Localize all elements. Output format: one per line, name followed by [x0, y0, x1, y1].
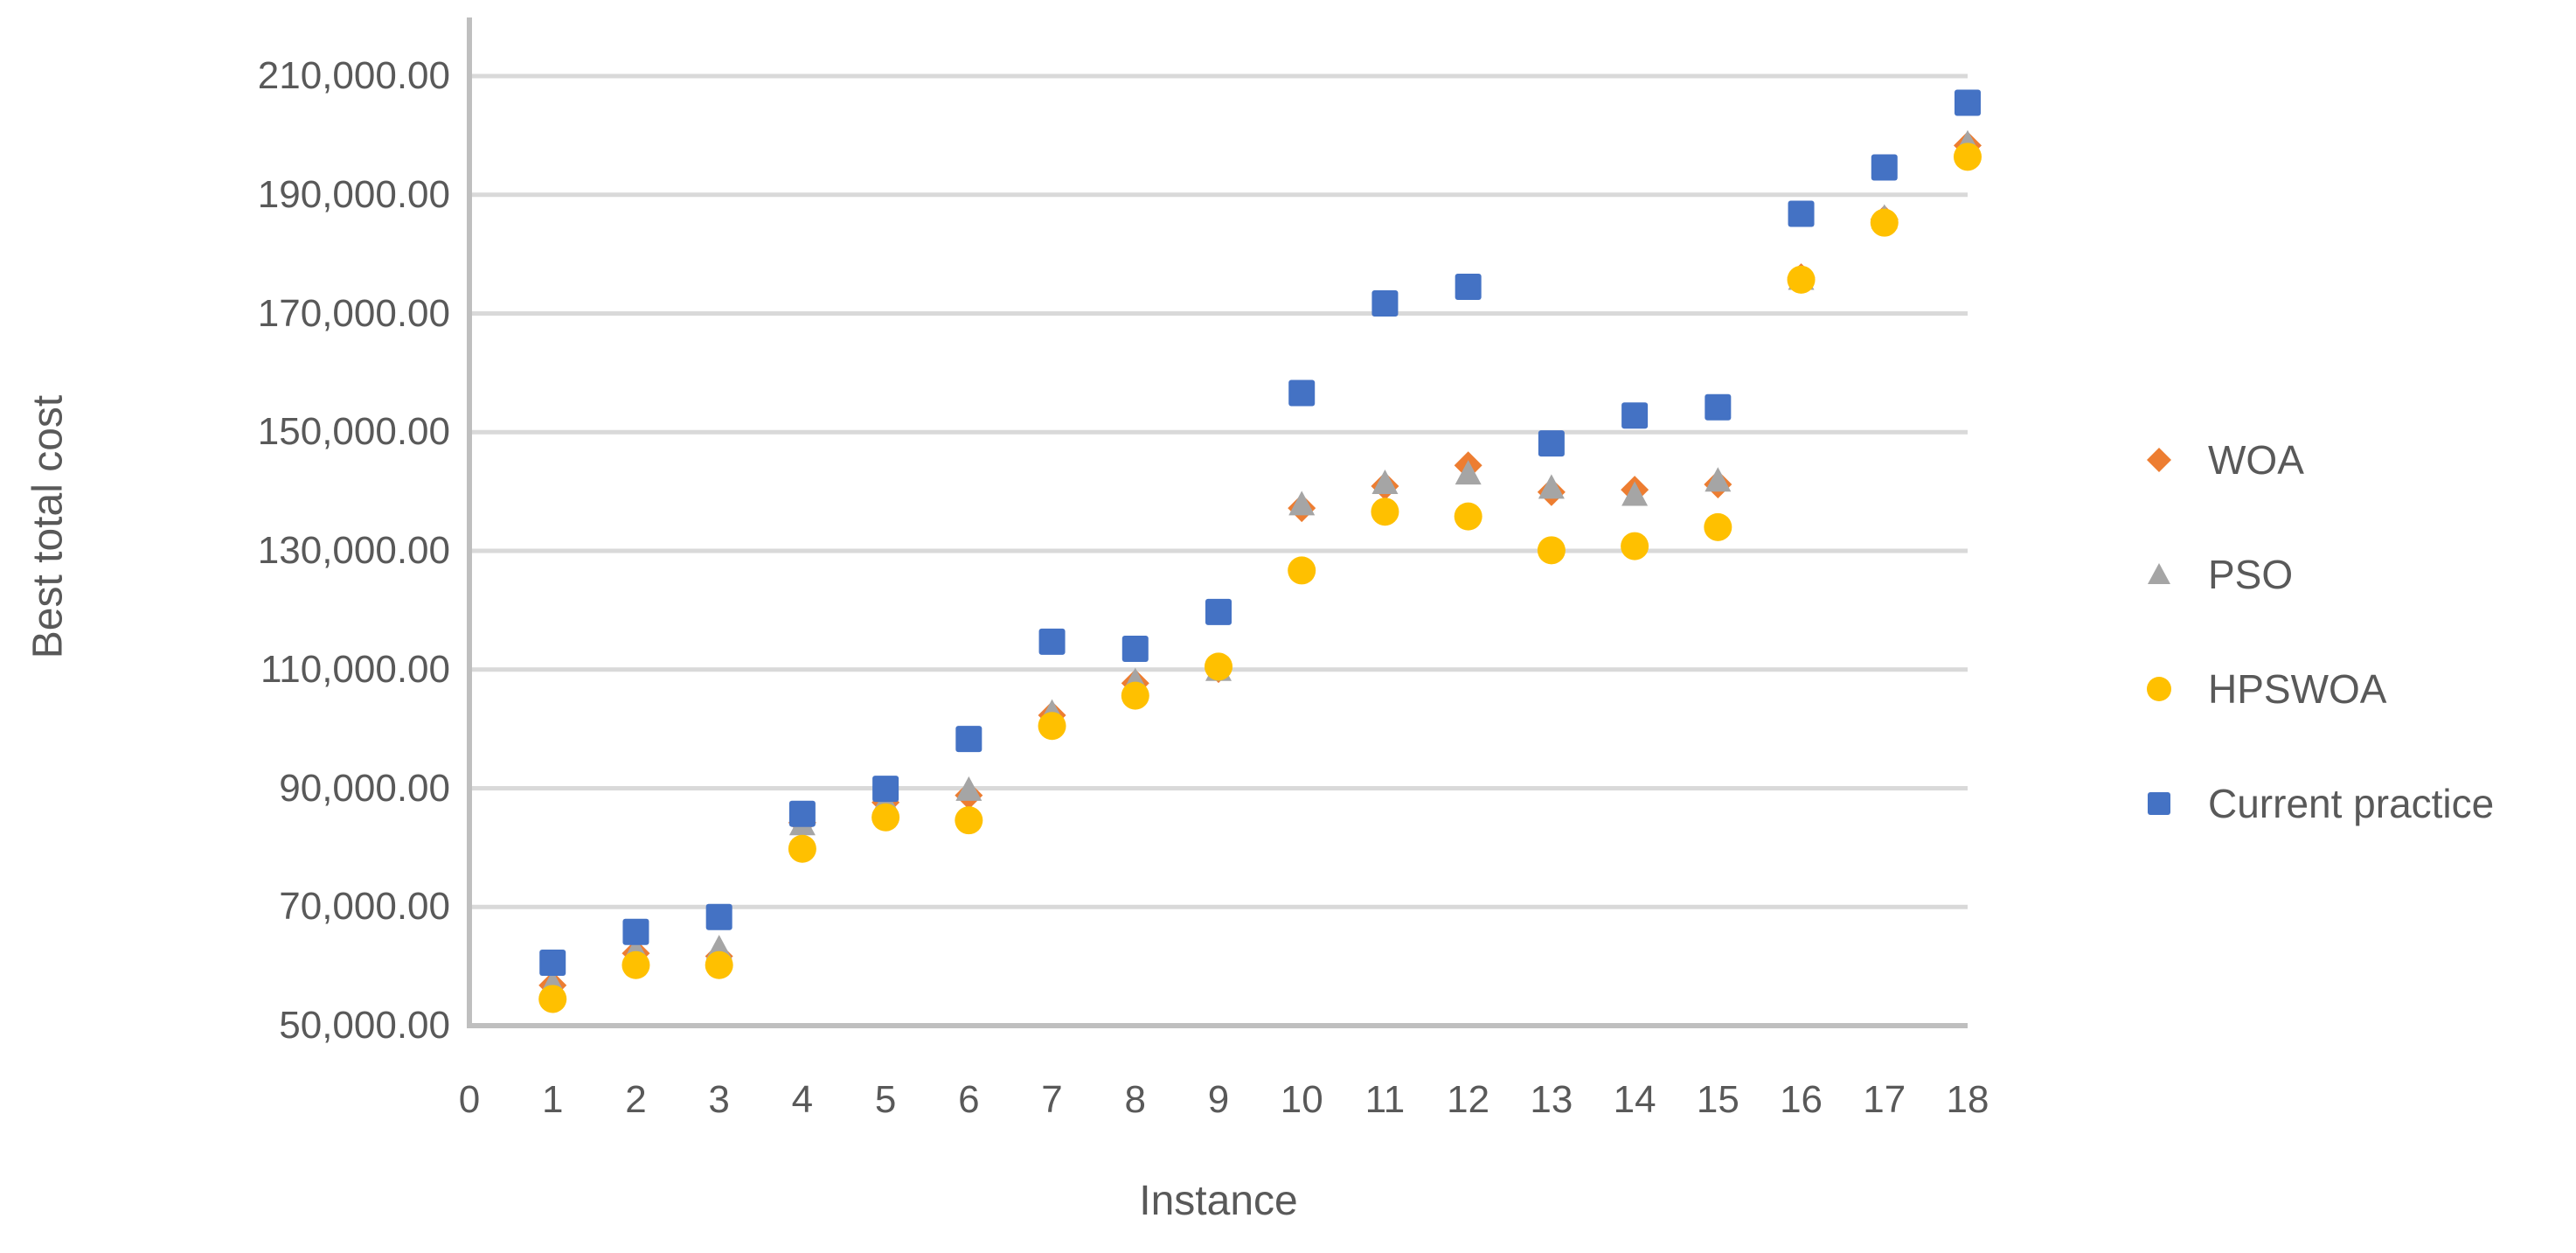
triangle-icon: [2148, 562, 2170, 584]
square-data-point: [1121, 635, 1149, 662]
y-tick-label: 210,000.00: [257, 54, 450, 97]
x-tick-label: 14: [1613, 1078, 1656, 1121]
circle-data-point: [1205, 652, 1232, 681]
square-data-point: [539, 950, 566, 977]
y-tick-label: 110,000.00: [260, 647, 450, 691]
circle-data-point: [538, 985, 567, 1013]
triangle-data-point: [955, 776, 982, 801]
square-data-point: [1788, 200, 1815, 227]
y-tick-label: 70,000.00: [279, 885, 450, 929]
legend-label: Current practice: [2208, 780, 2495, 826]
triangle-data-point: [1705, 467, 1732, 492]
triangle-data-point: [1538, 474, 1565, 499]
x-tick-label: 9: [1207, 1078, 1230, 1121]
square-data-point: [1538, 430, 1565, 457]
square-data-point: [622, 918, 649, 945]
y-axis-title: Best total cost: [24, 394, 72, 659]
x-tick-label: 0: [458, 1078, 481, 1121]
circle-data-point: [1537, 536, 1566, 565]
legend-item-current-practice: Current practice: [2133, 746, 2494, 860]
x-tick-label: 3: [708, 1078, 730, 1121]
legend-item-woa: WOA: [2133, 402, 2494, 517]
x-tick-label: 17: [1863, 1078, 1906, 1121]
y-tick-label: 90,000.00: [279, 766, 450, 810]
x-tick-label: 10: [1280, 1078, 1323, 1121]
circle-data-point: [1121, 681, 1149, 710]
triangle-data-point: [1371, 469, 1399, 494]
square-data-point: [1371, 289, 1399, 317]
triangle-data-point: [1621, 481, 1649, 506]
x-tick-label: 15: [1696, 1078, 1739, 1121]
circle-data-point: [871, 803, 900, 832]
square-data-point: [1038, 628, 1066, 655]
circle-data-point: [1787, 265, 1816, 294]
x-tick-label: 8: [1124, 1078, 1146, 1121]
x-tick-label: 12: [1447, 1078, 1490, 1121]
x-tick-label: 4: [791, 1078, 814, 1121]
legend-item-pso: PSO: [2133, 517, 2494, 631]
legend-item-hpswoa: HPSWOA: [2133, 631, 2494, 746]
x-tick-label: 5: [874, 1078, 897, 1121]
x-tick-label: 18: [1946, 1078, 1989, 1121]
circle-data-point: [1288, 556, 1316, 585]
y-tick-label: 170,000.00: [257, 291, 450, 335]
diamond-icon: [2147, 447, 2171, 472]
square-data-point: [955, 726, 982, 753]
legend-label: WOA: [2208, 436, 2304, 483]
x-tick-label: 1: [541, 1078, 564, 1121]
triangle-data-point: [1288, 491, 1316, 516]
x-tick-label: 6: [958, 1078, 980, 1121]
chart-legend: WOA PSO HPSWOA Current practice: [2133, 402, 2494, 860]
y-tick-label: 50,000.00: [279, 1004, 450, 1047]
x-tick-label: 11: [1364, 1078, 1406, 1121]
square-data-point: [1288, 379, 1316, 407]
circle-data-point: [955, 806, 983, 835]
circle-data-point: [1954, 143, 1982, 171]
x-axis-title: Instance: [1139, 1178, 1298, 1224]
circle-data-point: [1038, 712, 1066, 741]
diamond-icon: [2147, 447, 2171, 472]
square-data-point: [705, 903, 733, 930]
square-data-point: [1871, 154, 1898, 181]
square-data-point: [1205, 598, 1232, 625]
x-tick-label: 13: [1530, 1078, 1573, 1121]
legend-label: HPSWOA: [2208, 665, 2387, 712]
y-tick-label: 130,000.00: [257, 529, 450, 572]
circle-data-point: [621, 950, 650, 979]
square-data-point: [872, 776, 899, 803]
circle-data-point: [788, 834, 816, 863]
square-data-point: [1705, 393, 1732, 421]
square-data-point: [1621, 402, 1649, 429]
y-tick-label: 190,000.00: [257, 172, 450, 216]
triangle-data-point: [1455, 460, 1482, 485]
circle-data-point: [1704, 512, 1732, 541]
triangle-icon: [2148, 562, 2170, 584]
circle-data-point: [1371, 498, 1399, 526]
circle-icon: [2147, 676, 2171, 701]
circle-data-point: [1870, 208, 1899, 237]
circle-icon: [2147, 676, 2171, 701]
square-data-point: [1455, 273, 1482, 300]
square-icon: [2148, 791, 2170, 815]
square-data-point: [1955, 89, 1981, 116]
circle-data-point: [1454, 502, 1482, 531]
x-tick-label: 2: [625, 1078, 647, 1121]
circle-data-point: [1621, 532, 1649, 560]
x-tick-label: 7: [1041, 1078, 1063, 1121]
legend-label: PSO: [2208, 551, 2294, 597]
x-tick-label: 16: [1780, 1078, 1823, 1121]
circle-data-point: [705, 950, 733, 979]
square-icon: [2148, 791, 2170, 815]
y-tick-label: 150,000.00: [257, 410, 450, 454]
square-data-point: [788, 800, 816, 827]
